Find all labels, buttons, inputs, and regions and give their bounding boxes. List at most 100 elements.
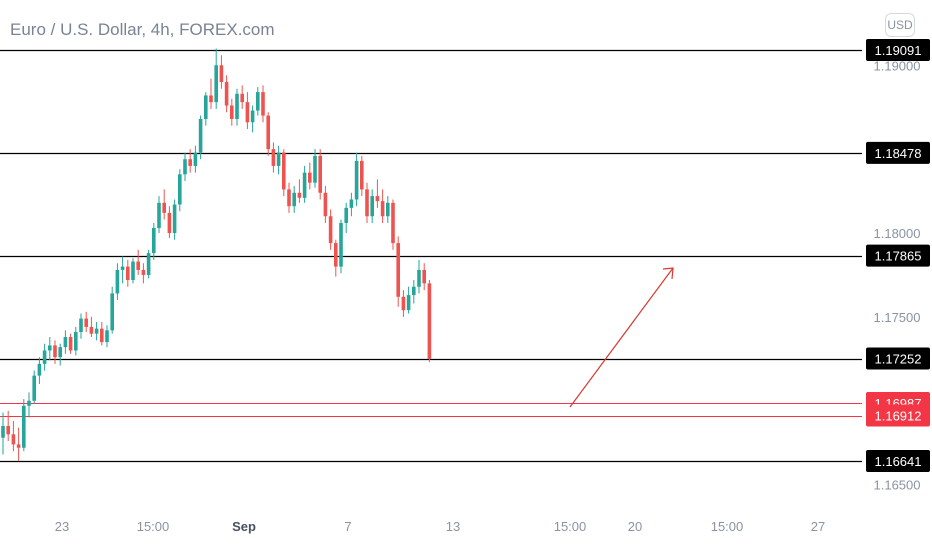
candle-body bbox=[339, 222, 343, 267]
candle-body bbox=[53, 345, 57, 358]
candle bbox=[240, 85, 244, 109]
candle bbox=[261, 85, 265, 123]
candle bbox=[313, 149, 317, 188]
candle bbox=[6, 410, 10, 442]
candle bbox=[94, 321, 99, 341]
candle-body bbox=[370, 196, 374, 217]
candle bbox=[193, 145, 198, 173]
candle bbox=[58, 343, 62, 366]
price-tick-label: 1.19000 bbox=[874, 58, 921, 73]
level-label-bg bbox=[866, 450, 930, 472]
candle-body bbox=[245, 102, 250, 123]
currency-button[interactable]: USD bbox=[885, 13, 915, 37]
candle-body bbox=[391, 202, 395, 244]
candle bbox=[323, 186, 328, 223]
candle-body bbox=[146, 253, 151, 275]
candle-body bbox=[292, 192, 296, 207]
candle bbox=[380, 189, 385, 223]
candle bbox=[100, 321, 104, 346]
candle-body bbox=[16, 444, 21, 448]
level-labels: 1.19091 1.18478 1.17865 1.17252 1.16641 1.169… bbox=[866, 39, 930, 472]
candle bbox=[318, 149, 322, 200]
candle bbox=[230, 98, 234, 126]
level-label-text: 1.19091 bbox=[875, 43, 922, 58]
arrow-line bbox=[569, 267, 674, 408]
arrow-head bbox=[662, 267, 674, 280]
candle-body bbox=[27, 400, 31, 406]
candle bbox=[68, 333, 73, 354]
candle-body bbox=[334, 243, 338, 267]
candle-body bbox=[271, 149, 276, 166]
candle bbox=[328, 209, 333, 250]
candle bbox=[349, 192, 354, 217]
candle bbox=[120, 256, 125, 284]
candle-body bbox=[427, 283, 432, 359]
candle-body bbox=[287, 189, 291, 207]
candle bbox=[417, 259, 421, 294]
level-label-bg bbox=[866, 244, 930, 267]
candle bbox=[157, 196, 161, 234]
candle bbox=[386, 196, 390, 223]
price-tick-label: 1.18000 bbox=[874, 226, 921, 241]
candle-body bbox=[131, 261, 135, 280]
level-label-bg bbox=[866, 39, 930, 61]
candle-body bbox=[328, 216, 333, 244]
candle bbox=[422, 263, 426, 291]
candle-body bbox=[68, 337, 73, 351]
projection-arrow bbox=[569, 267, 674, 408]
candle-body bbox=[240, 93, 244, 103]
support-resistance-levels bbox=[0, 49, 862, 463]
level-label-text: 1.16641 bbox=[875, 454, 922, 469]
candle bbox=[79, 313, 83, 339]
candle bbox=[152, 222, 156, 260]
candle-body bbox=[266, 115, 270, 150]
candle bbox=[183, 152, 187, 182]
candle bbox=[11, 420, 16, 452]
candle-body bbox=[375, 196, 380, 202]
candle-body bbox=[193, 152, 198, 166]
level-label-bg bbox=[866, 141, 930, 164]
candle bbox=[412, 279, 416, 304]
candle bbox=[354, 152, 359, 207]
candle-body bbox=[219, 65, 224, 83]
candle bbox=[105, 325, 109, 348]
time-tick-label: 15:00 bbox=[554, 519, 587, 534]
candle bbox=[308, 162, 312, 190]
candle-body bbox=[115, 269, 120, 294]
price-label-text: 1.16912 bbox=[875, 409, 922, 424]
candle bbox=[172, 199, 177, 240]
candle bbox=[360, 155, 364, 197]
candle-body bbox=[152, 227, 156, 254]
candle bbox=[167, 206, 172, 239]
candle-body bbox=[178, 174, 182, 205]
candle bbox=[339, 219, 343, 274]
candle bbox=[256, 87, 260, 116]
candle-body bbox=[313, 155, 317, 183]
candle-series bbox=[1, 48, 432, 462]
candle-body bbox=[162, 202, 166, 213]
candle bbox=[209, 78, 213, 109]
candle-body bbox=[204, 95, 208, 119]
candle-body bbox=[302, 172, 307, 198]
candle bbox=[302, 165, 307, 203]
candle bbox=[188, 149, 192, 173]
time-tick-label: 15:00 bbox=[711, 519, 744, 534]
candle bbox=[427, 279, 432, 363]
candle bbox=[334, 239, 338, 277]
candle-body bbox=[354, 160, 359, 200]
candle bbox=[136, 249, 140, 275]
candle-body bbox=[349, 199, 354, 208]
candle bbox=[214, 48, 218, 109]
candle-body bbox=[256, 92, 260, 111]
candle-body bbox=[224, 82, 229, 106]
candle-body bbox=[282, 152, 286, 190]
candle-body bbox=[183, 159, 187, 175]
candle-body bbox=[79, 318, 83, 332]
candle bbox=[110, 286, 114, 334]
candle bbox=[22, 399, 26, 452]
candle bbox=[250, 105, 255, 133]
candle-body bbox=[214, 65, 218, 103]
time-tick-label: 7 bbox=[344, 519, 351, 534]
candle-body bbox=[396, 243, 400, 297]
